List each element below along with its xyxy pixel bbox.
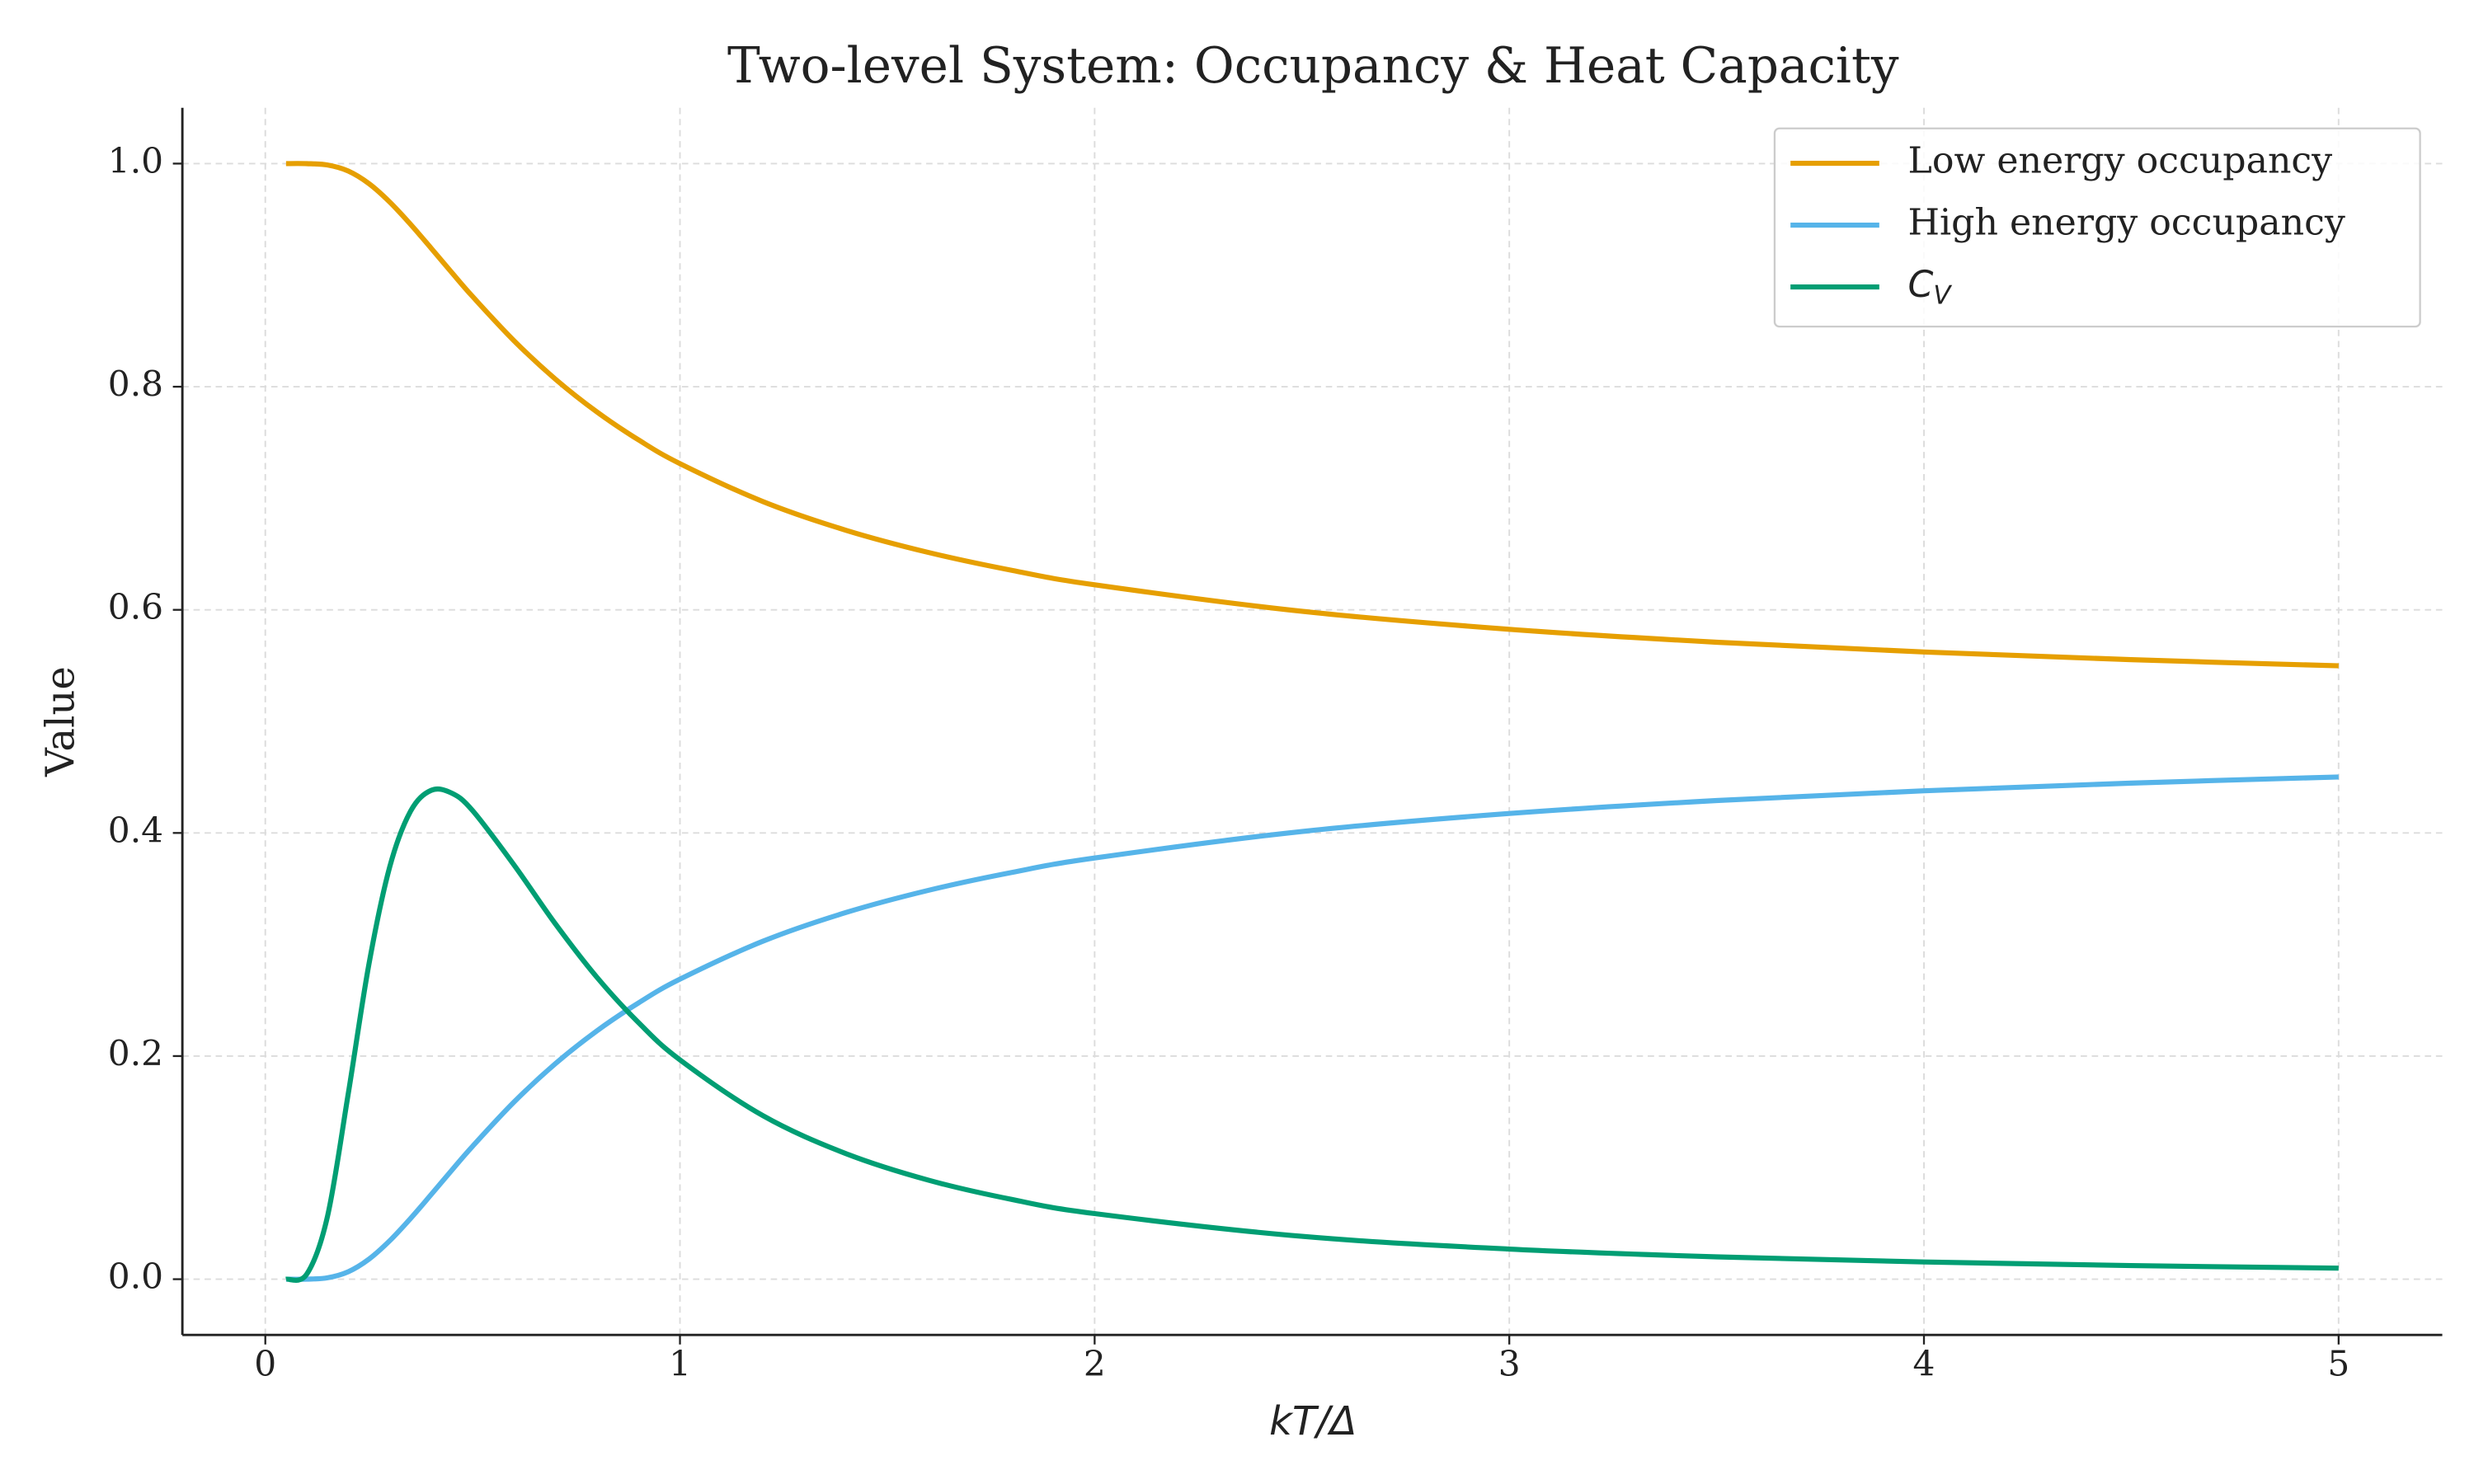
legend: Low energy occupancy High energy occupanc…	[1773, 127, 2421, 328]
x-tick-label: 1	[669, 1344, 691, 1384]
chart-title: Two-level System: Occupancy & Heat Capac…	[727, 38, 1899, 95]
y-tick-label: 0.0	[108, 1256, 163, 1297]
y-tick-label: 0.8	[108, 364, 163, 404]
x-tick-label: 4	[1913, 1344, 1935, 1384]
data-line	[285, 786, 2339, 1283]
y-tick-label: 0.2	[108, 1033, 163, 1073]
y-tick-label: 0.4	[108, 810, 163, 850]
x-axis-label: kT/Δ	[1269, 1398, 1357, 1444]
data-line	[285, 161, 2339, 669]
legend-label: CV	[1907, 264, 1952, 310]
data-line	[285, 774, 2339, 1282]
y-tick-label: 1.0	[108, 140, 163, 181]
legend-label: High energy occupancy	[1907, 202, 2345, 244]
legend-box	[1773, 127, 2421, 328]
x-tick-label: 5	[2327, 1344, 2349, 1384]
y-tick-label: 0.6	[108, 587, 163, 627]
x-tick-label: 0	[254, 1344, 276, 1384]
legend-label: Low energy occupancy	[1907, 140, 2332, 182]
x-tick-label: 3	[1498, 1344, 1521, 1384]
x-tick-label: 2	[1084, 1344, 1106, 1384]
y-axis-label: Value	[37, 666, 83, 777]
